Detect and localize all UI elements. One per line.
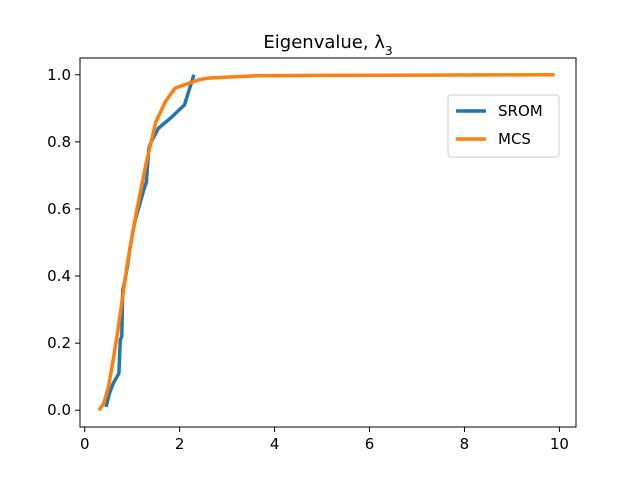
x-tick-label: 8 bbox=[460, 435, 470, 453]
x-tick-label: 4 bbox=[270, 435, 280, 453]
legend-label-srom: SROM bbox=[498, 102, 543, 120]
chart-title-subscript: 3 bbox=[385, 44, 393, 58]
chart-title-main: Eigenvalue, λ bbox=[263, 32, 385, 53]
series-line-mcs bbox=[97, 73, 555, 412]
x-tick-label: 10 bbox=[550, 435, 569, 453]
x-tick-label: 2 bbox=[175, 435, 185, 453]
legend-label-mcs: MCS bbox=[498, 130, 531, 148]
y-tick-label: 0.8 bbox=[47, 133, 71, 151]
chart-title: Eigenvalue, λ3 bbox=[263, 32, 392, 58]
x-axis: 0 2 4 6 8 10 bbox=[80, 427, 569, 453]
x-tick-label: 6 bbox=[365, 435, 375, 453]
axes-frame bbox=[79, 57, 577, 428]
legend: SROM MCS bbox=[447, 94, 560, 158]
y-axis: 0.0 0.2 0.4 0.6 0.8 1.0 bbox=[47, 66, 80, 419]
y-tick-label: 0.2 bbox=[47, 334, 71, 352]
y-tick-label: 0.6 bbox=[47, 200, 71, 218]
x-tick-label: 0 bbox=[80, 435, 90, 453]
y-tick-label: 1.0 bbox=[47, 66, 71, 84]
series-layer bbox=[97, 73, 555, 412]
y-tick-label: 0.0 bbox=[47, 401, 71, 419]
y-tick-label: 0.4 bbox=[47, 267, 71, 285]
